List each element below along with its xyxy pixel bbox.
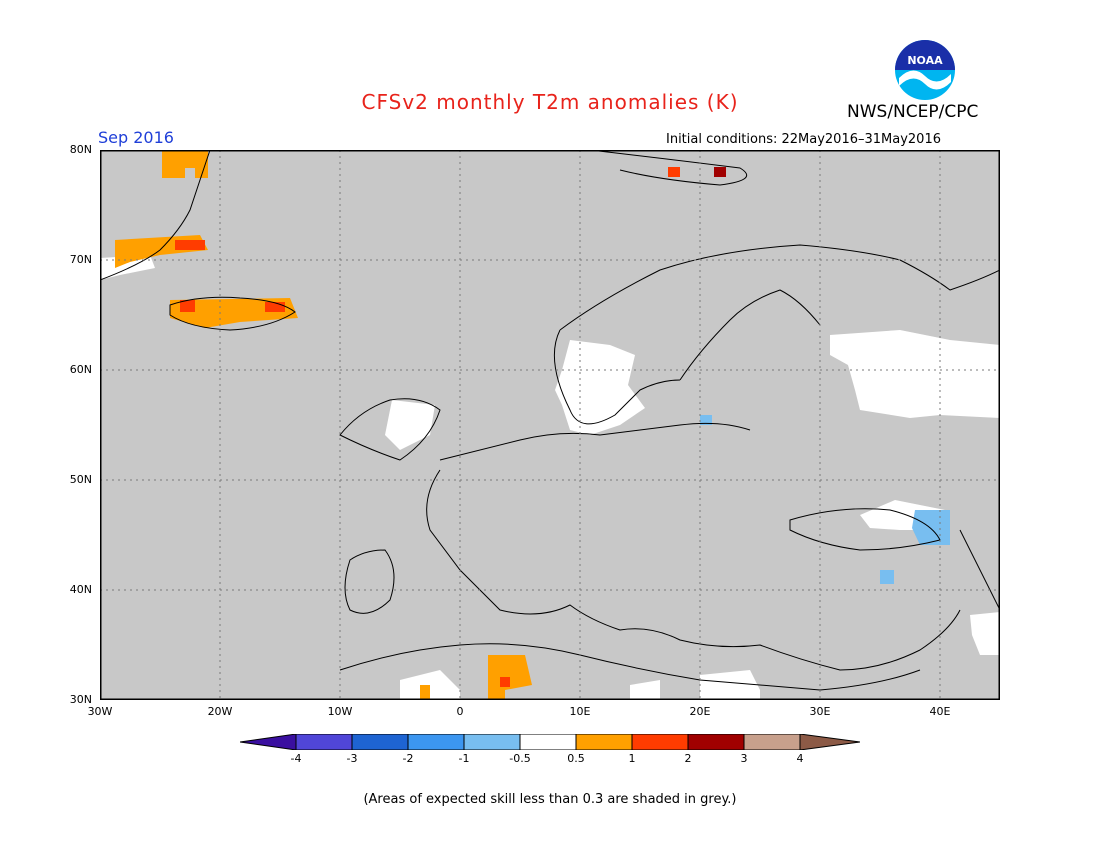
anomaly-black-sea-east [912, 510, 950, 545]
coast-british-isles [339, 398, 441, 461]
colorbar-bin-8 [687, 734, 745, 750]
colorbar-arrow-low [240, 734, 297, 750]
neutral-british-isles [385, 400, 435, 450]
colorbar-bin-6 [575, 734, 633, 750]
anomaly-greenland-red [175, 240, 205, 250]
neutral-northern-russia [830, 330, 1000, 418]
colorbar-label: 2 [684, 752, 692, 765]
noaa-logo: NOAA [895, 40, 955, 100]
neutral-scandinavia-south [555, 340, 645, 435]
colorbar-label: -1 [458, 752, 470, 765]
colorbar-label: 4 [796, 752, 804, 765]
colorbar-bin-3 [407, 734, 465, 750]
coast-north-europe [439, 422, 751, 461]
anomaly-iceland-red-east [265, 302, 285, 312]
colorbar-label: 1 [628, 752, 636, 765]
coast-iberia-west [344, 549, 395, 614]
colorbar-arrow-high [799, 734, 860, 750]
colorbar-bin-4 [463, 734, 521, 750]
lat-label-50n: 50N [69, 473, 92, 486]
colorbar-label: 3 [740, 752, 748, 765]
coast-caspian-west [959, 529, 1000, 611]
neutral-libya [630, 680, 660, 700]
coast-scandinavia-north [559, 244, 1000, 331]
anomaly-algeria-red [500, 677, 510, 687]
lon-label-10e: 10E [569, 705, 591, 718]
lat-label-70n: 70N [69, 253, 92, 266]
initial-conditions: Initial conditions: 22May2016–31May2016 [666, 132, 941, 147]
lon-label-10w: 10W [327, 705, 353, 718]
lat-label-40n: 40N [69, 583, 92, 596]
colorbar-label: -2 [402, 752, 414, 765]
red-regions [175, 167, 680, 687]
noaa-logo-text: NOAA [907, 54, 943, 67]
colorbar-bin-9 [743, 734, 801, 750]
colorbar-bin-5 [519, 734, 577, 750]
graticule [100, 150, 1000, 700]
map-background [100, 150, 1000, 700]
chart-title: CFSv2 monthly T2m anomalies (K) [361, 90, 739, 114]
neutral-middle-east [970, 612, 1000, 655]
coast-north-africa [339, 643, 921, 691]
colorbar-label: -4 [290, 752, 302, 765]
coast-iceland [169, 296, 296, 331]
coast-greenland [100, 150, 211, 281]
lat-label-30n: 30N [69, 693, 92, 706]
coastlines [100, 150, 1000, 691]
lon-label-30e: 30E [809, 705, 831, 718]
blue-regions [700, 415, 950, 584]
anomaly-svalbard-red [668, 167, 680, 177]
lon-label-20e: 20E [689, 705, 711, 718]
neutral-egypt [700, 670, 760, 700]
colorbar-bin-7 [631, 734, 689, 750]
coast-gulf-bothnia [679, 289, 821, 381]
anomaly-iceland-red-west [180, 300, 195, 312]
lat-label-60n: 60N [69, 363, 92, 376]
anomaly-turkey-east [880, 570, 894, 584]
agency-label: NWS/NCEP/CPC [847, 102, 979, 122]
anomaly-map [100, 150, 1000, 700]
coast-norway-sweden [553, 329, 681, 425]
lat-label-80n: 80N [69, 143, 92, 156]
colorbar-bin-2 [351, 734, 409, 750]
map-frame [100, 150, 1000, 700]
lon-label-0: 0 [456, 705, 464, 718]
lon-label-40e: 40E [929, 705, 951, 718]
lon-label-20w: 20W [207, 705, 233, 718]
footnote: (Areas of expected skill less than 0.3 a… [363, 792, 737, 807]
colorbar-label: -0.5 [509, 752, 531, 765]
anomaly-greenland-north [162, 150, 208, 178]
forecast-month: Sep 2016 [98, 128, 174, 147]
colorbar [240, 734, 860, 750]
anomaly-svalbard-darkred [714, 167, 726, 177]
coast-svalbard [589, 150, 748, 186]
lon-label-30w: 30W [87, 705, 113, 718]
colorbar-label: 0.5 [567, 752, 585, 765]
anomaly-morocco-small [420, 685, 430, 700]
coast-mediterranean-north [426, 469, 961, 671]
anomaly-baltic [700, 415, 712, 425]
colorbar-label: -3 [346, 752, 358, 765]
colorbar-bin-1 [295, 734, 353, 750]
